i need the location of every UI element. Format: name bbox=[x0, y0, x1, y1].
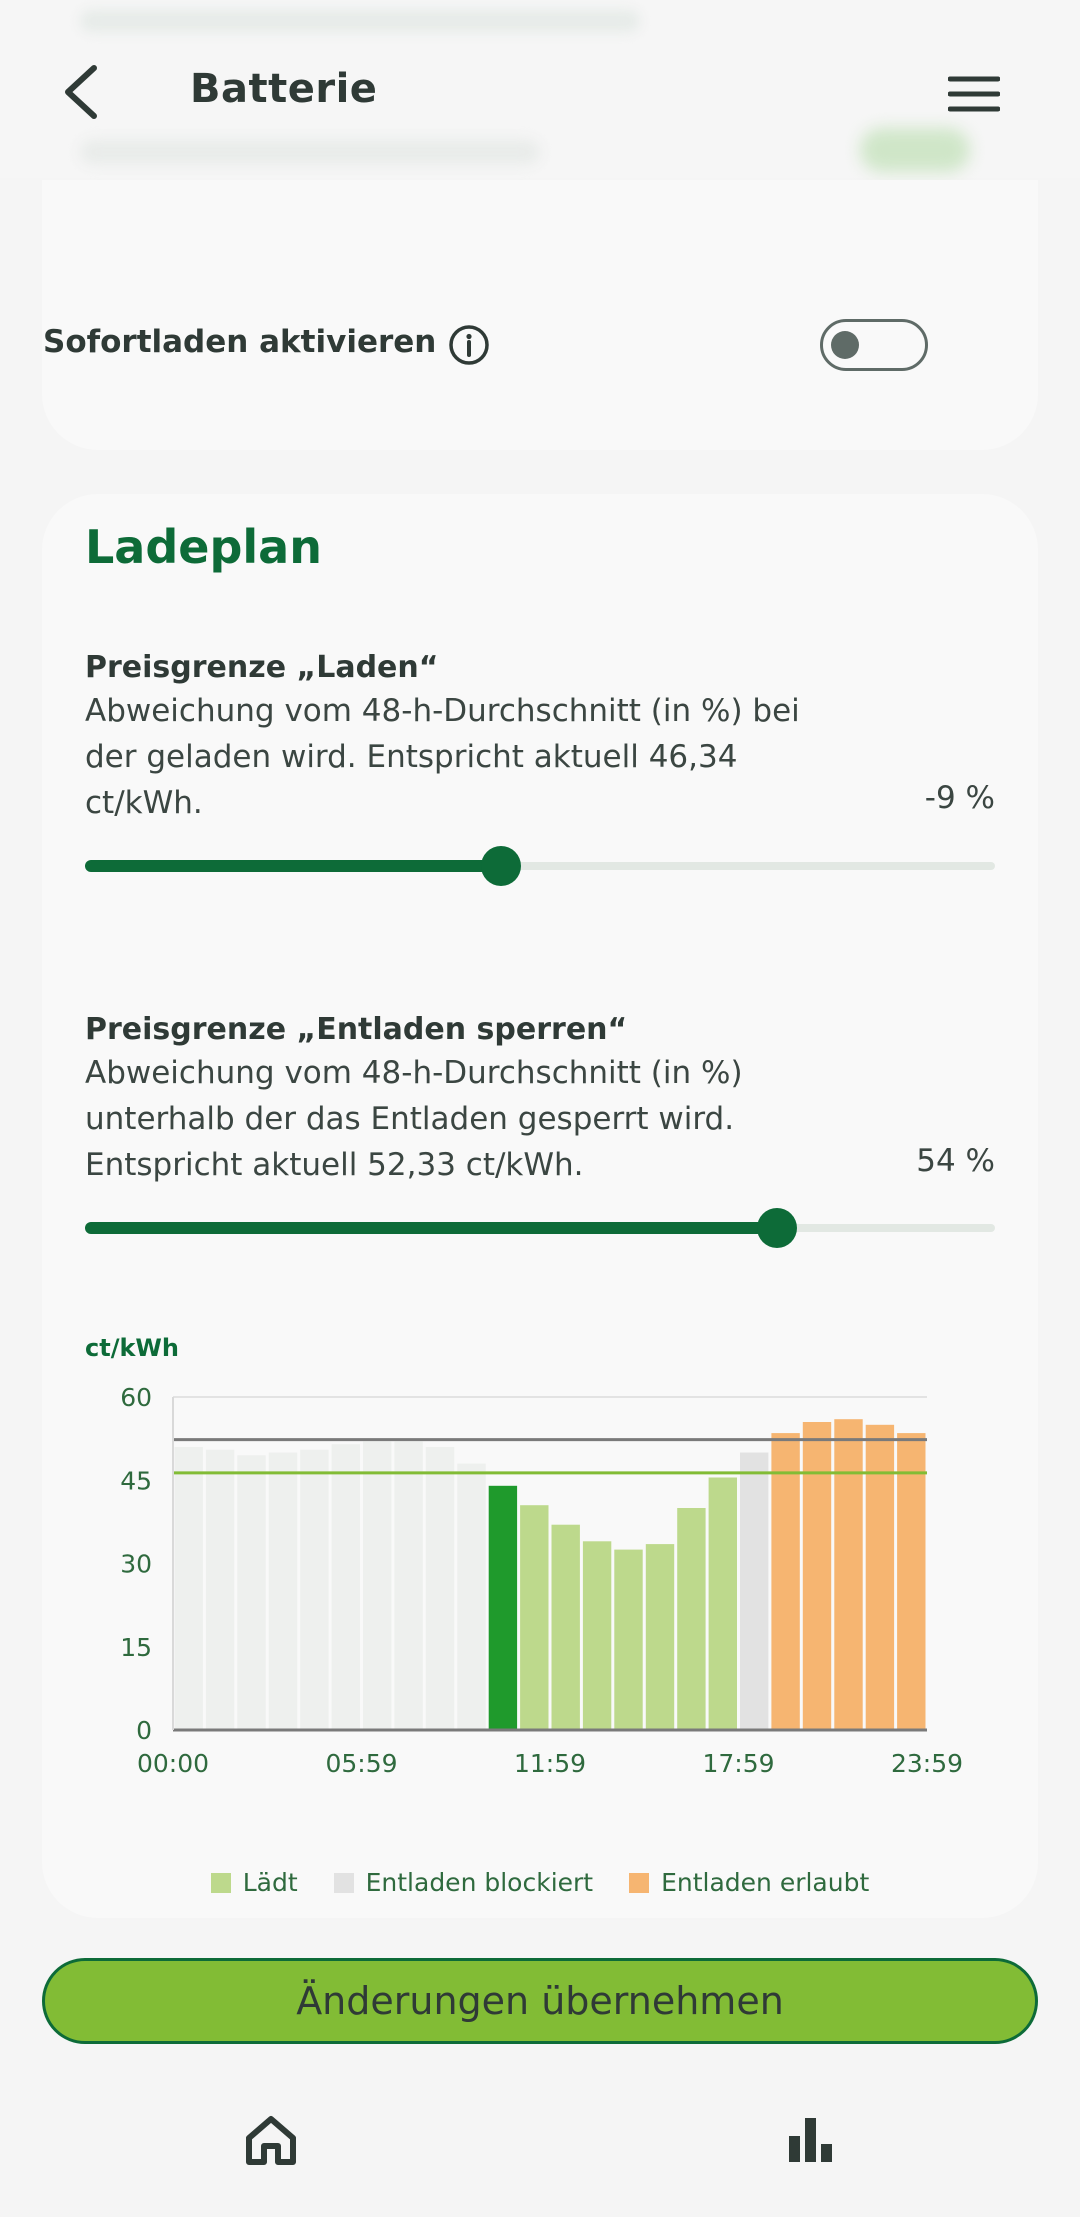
bottom-navigation bbox=[0, 2080, 1080, 2217]
slider-fill bbox=[85, 1222, 777, 1234]
discharge-block-value: 54 % bbox=[916, 1143, 995, 1179]
home-icon[interactable] bbox=[243, 2112, 299, 2168]
legend-swatch bbox=[629, 1873, 650, 1893]
chart-legend: Lädt Entladen blockiert Entladen erlaubt bbox=[0, 1868, 1080, 1897]
discharge-block-description: Abweichung vom 48-h-Durchschnitt (in %) … bbox=[85, 1055, 743, 1183]
blurred-content bbox=[80, 140, 540, 164]
legend-item-allowed: Entladen erlaubt bbox=[629, 1868, 869, 1897]
page-title: Batterie bbox=[190, 66, 378, 112]
slider-fill bbox=[85, 860, 501, 872]
charge-limit-value: -9 % bbox=[924, 780, 995, 816]
bar-chart-icon[interactable] bbox=[783, 2112, 839, 2168]
charge-limit-description: Abweichung vom 48-h-Durchschnitt (in %) … bbox=[85, 693, 800, 821]
toggle-knob bbox=[831, 331, 859, 359]
slider-thumb[interactable] bbox=[757, 1208, 797, 1248]
chart-y-axis-label: ct/kWh bbox=[85, 1334, 179, 1362]
instant-charge-card bbox=[42, 180, 1038, 450]
slider-track bbox=[85, 862, 995, 870]
slider-thumb[interactable] bbox=[481, 846, 521, 886]
hamburger-menu-icon[interactable] bbox=[948, 74, 1000, 114]
instant-charge-toggle[interactable] bbox=[820, 319, 928, 371]
legend-swatch bbox=[210, 1873, 231, 1893]
blurred-content bbox=[860, 128, 970, 172]
charge-limit-title: Preisgrenze „Laden“ bbox=[85, 650, 439, 685]
instant-charge-label: Sofortladen aktivieren bbox=[43, 324, 437, 360]
charge-limit-slider[interactable] bbox=[85, 846, 995, 886]
info-icon[interactable] bbox=[448, 324, 490, 366]
legend-swatch bbox=[333, 1873, 354, 1893]
legend-item-charging: Lädt bbox=[210, 1868, 298, 1897]
discharge-block-title: Preisgrenze „Entladen sperren“ bbox=[85, 1012, 628, 1047]
chevron-left-icon[interactable] bbox=[58, 64, 104, 120]
apply-changes-button[interactable]: Änderungen übernehmen bbox=[42, 1958, 1038, 2044]
top-bar bbox=[0, 0, 1080, 178]
discharge-block-slider[interactable] bbox=[85, 1208, 995, 1248]
legend-item-blocked: Entladen blockiert bbox=[333, 1868, 593, 1897]
blurred-content bbox=[80, 10, 640, 32]
section-title: Ladeplan bbox=[85, 520, 322, 574]
